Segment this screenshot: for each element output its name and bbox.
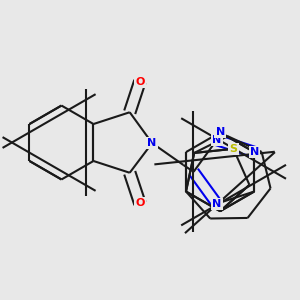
Text: O: O xyxy=(135,76,145,86)
Text: S: S xyxy=(230,144,237,154)
Text: N: N xyxy=(212,135,221,145)
Text: N: N xyxy=(148,138,157,148)
Text: N: N xyxy=(212,199,221,209)
Text: N: N xyxy=(250,147,259,157)
Text: O: O xyxy=(135,199,145,208)
Text: N: N xyxy=(215,128,225,137)
